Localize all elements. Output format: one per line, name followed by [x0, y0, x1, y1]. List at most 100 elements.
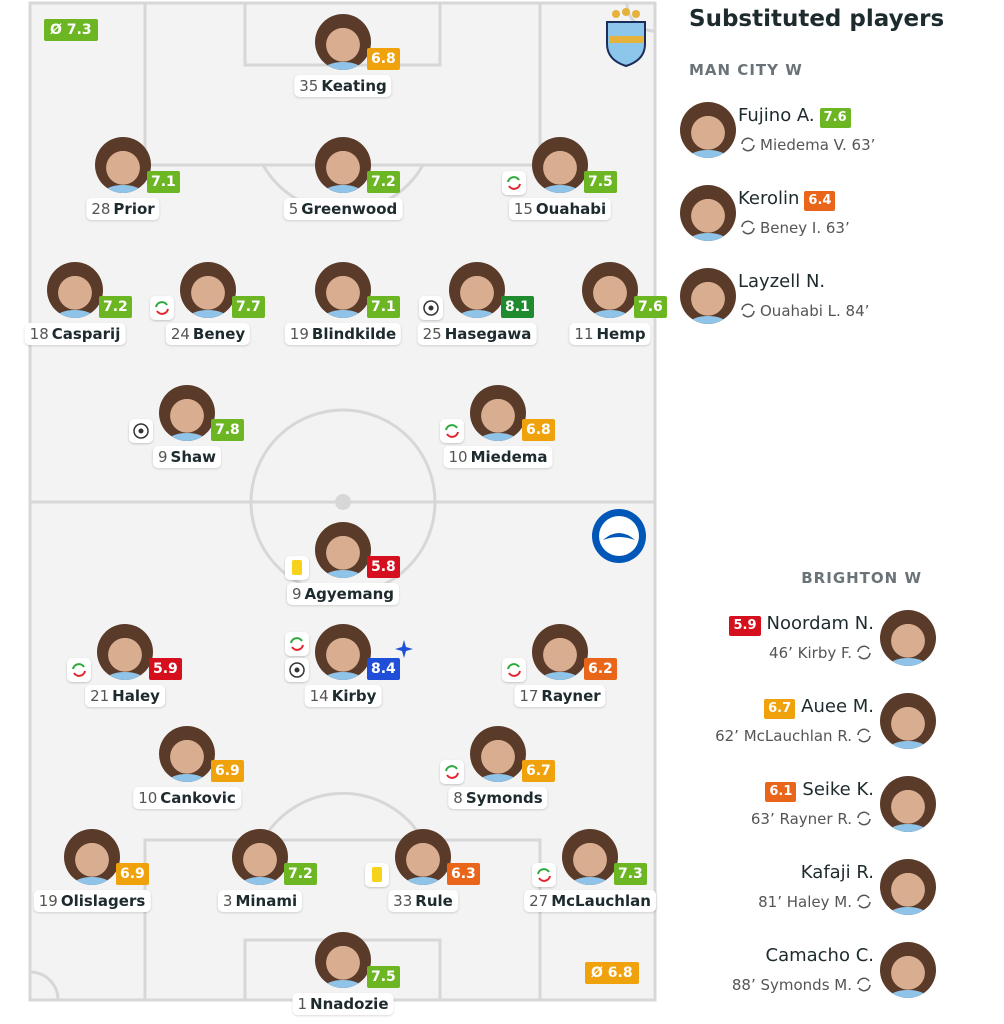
shirt-number: 21 — [90, 687, 110, 705]
player-name: Haley — [112, 687, 160, 705]
shirt-number: 5 — [288, 200, 299, 218]
sub-icon — [502, 171, 526, 195]
rating-badge: 6.7 — [522, 760, 555, 782]
player-label: 17 Rayner — [514, 685, 606, 707]
sub-replaced-row: Miedema V. 63’ — [736, 136, 875, 154]
player-label: 9 Shaw — [152, 446, 222, 468]
shirt-number: 11 — [574, 325, 594, 343]
player-name: Blindkilde — [311, 325, 397, 343]
shirt-number: 27 — [529, 892, 549, 910]
rating-badge: 7.2 — [99, 296, 132, 318]
player-label: 11 Hemp — [569, 323, 651, 345]
sub-replaced: 88’ Symonds M. — [731, 976, 852, 994]
shirt-number: 9 — [157, 448, 168, 466]
player-photo — [315, 624, 371, 680]
player-name: Keating — [321, 77, 387, 95]
sub-name-row: Camacho C. — [766, 945, 875, 966]
card-icon — [365, 863, 389, 887]
rating-badge: 6.9 — [211, 760, 244, 782]
rating-badge: 6.2 — [584, 658, 617, 680]
rating-badge: 6.8 — [367, 48, 400, 70]
sub-name-row: 5.9 Noordam N. — [729, 613, 874, 636]
team-name: MAN CITY W — [689, 61, 803, 79]
sub-name-row: 6.1 Seike K. — [765, 779, 874, 802]
player-photo — [470, 385, 526, 441]
sub-icon — [285, 632, 309, 656]
shirt-number: 18 — [29, 325, 49, 343]
shirt-number: 10 — [448, 448, 468, 466]
player-photo — [159, 385, 215, 441]
sub-replaced-row: 46’ Kirby F. — [769, 644, 876, 662]
player-photo — [159, 726, 215, 782]
shirt-number: 15 — [513, 200, 533, 218]
ball-icon — [419, 296, 443, 320]
panel-title: Substituted players — [689, 6, 945, 32]
team-name: BRIGHTON W — [801, 569, 922, 587]
player-photo — [95, 137, 151, 193]
sub-name: Camacho C. — [765, 945, 875, 966]
shirt-number: 3 — [222, 892, 233, 910]
player-name: Kirby — [331, 687, 377, 705]
player-name: Beney — [192, 325, 246, 343]
shirt-number: 33 — [393, 892, 413, 910]
player-name: Hasegawa — [444, 325, 532, 343]
team-average: Ø 6.8 — [585, 962, 639, 984]
sub-replaced: 62’ McLauchlan R. — [715, 727, 852, 745]
sub-replaced: Miedema V. 63’ — [760, 136, 876, 154]
sub-icon — [440, 419, 464, 443]
rating-badge: 8.4 — [367, 658, 400, 680]
away-logo — [592, 509, 646, 563]
player-photo — [395, 829, 451, 885]
sub-photo — [880, 859, 936, 915]
sub-replaced-row: 62’ McLauchlan R. — [715, 727, 876, 745]
sub-icon — [150, 296, 174, 320]
rating-badge: 6.3 — [447, 863, 480, 885]
rating-badge: 6.9 — [116, 863, 149, 885]
rating-badge: 7.2 — [367, 171, 400, 193]
rating-badge: 7.6 — [634, 296, 667, 318]
sub-replaced: 46’ Kirby F. — [769, 644, 852, 662]
rating-badge: 5.9 — [149, 658, 182, 680]
player-label: 27 McLauchlan — [524, 890, 656, 912]
player-name: Rule — [415, 892, 453, 910]
sub-icon — [532, 863, 556, 887]
sub-photo — [680, 102, 736, 158]
sub-photo — [880, 942, 936, 998]
sub-replaced-row: 63’ Rayner R. — [751, 810, 876, 828]
player-photo — [315, 522, 371, 578]
player-photo — [315, 14, 371, 70]
sub-name-row: 6.7 Auee M. — [764, 696, 874, 719]
player-label: 9 Agyemang — [286, 583, 400, 605]
sub-name-row: Kafaji R. — [801, 862, 874, 883]
rating-badge: 7.2 — [284, 863, 317, 885]
rating-badge: 5.9 — [729, 616, 761, 636]
player-label: 21 Haley — [85, 685, 165, 707]
player-photo — [47, 262, 103, 318]
player-name: Miedema — [470, 448, 548, 466]
shirt-number: 35 — [299, 77, 319, 95]
player-photo — [470, 726, 526, 782]
sub-replaced: 63’ Rayner R. — [750, 810, 852, 828]
rating-badge: 7.6 — [819, 108, 851, 128]
rating-badge: 7.8 — [211, 419, 244, 441]
player-label: 5 Greenwood — [283, 198, 403, 220]
player-name: McLauchlan — [551, 892, 651, 910]
team-average: Ø 7.3 — [44, 19, 98, 41]
sub-name: Kerolin — [738, 188, 800, 209]
sub-name: Layzell N. — [738, 271, 826, 292]
player-label: 18 Casparij — [24, 323, 126, 345]
shirt-number: 17 — [519, 687, 539, 705]
shirt-number: 19 — [289, 325, 309, 343]
sub-replaced-row: Ouahabi L. 84’ — [736, 302, 869, 320]
ball-icon — [285, 658, 309, 682]
player-label: 14 Kirby — [304, 685, 382, 707]
sub-icon — [67, 658, 91, 682]
star-icon — [395, 640, 413, 663]
rating-badge: 8.1 — [501, 296, 534, 318]
player-label: 28 Prior — [86, 198, 160, 220]
rating-badge: 6.8 — [522, 419, 555, 441]
rating-badge: 6.7 — [764, 699, 796, 719]
player-name: Ouahabi — [535, 200, 607, 218]
sub-replaced-row: Beney I. 63’ — [736, 219, 850, 237]
